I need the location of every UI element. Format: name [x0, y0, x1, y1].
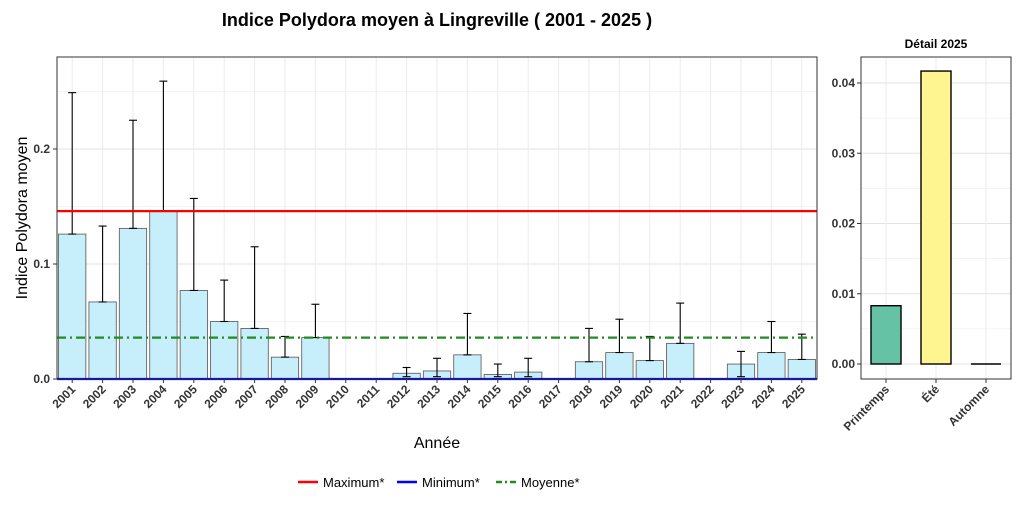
detail-bar-1 — [920, 70, 952, 365]
legend-label: Minimum* — [422, 475, 480, 490]
x-tick-label: 2021 — [658, 382, 687, 411]
bar-2001 — [58, 233, 87, 380]
detail-panel-title: Détail 2025 — [905, 37, 968, 51]
detail-x-tick-label: Automne — [945, 382, 992, 429]
detail-bar-0 — [870, 304, 902, 365]
x-axis-label: Année — [414, 435, 460, 452]
main-error-bars — [68, 80, 806, 378]
y-tick-label: 0.0 — [33, 372, 50, 386]
bar-2006 — [210, 321, 239, 380]
x-tick-label: 2018 — [566, 382, 595, 411]
bar-2024 — [757, 352, 786, 380]
bar-2005 — [179, 290, 208, 380]
detail-x-tick-label: Été — [918, 381, 942, 405]
x-tick-label: 2023 — [718, 382, 747, 411]
x-tick-label: 2002 — [80, 382, 109, 411]
detail-y-tick-label: 0.00 — [832, 357, 856, 371]
bar-2014 — [453, 354, 482, 380]
x-tick-label: 2003 — [110, 382, 139, 411]
y-tick-label: 0.2 — [33, 142, 50, 156]
x-tick-label: 2004 — [141, 382, 170, 411]
x-tick-label: 2006 — [202, 382, 231, 411]
x-tick-label: 2009 — [293, 382, 322, 411]
detail-chart-panel: Détail 2025 0.00 0.01 0.02 0.03 0.04 Printem… — [832, 37, 1012, 434]
y-axis-label: Indice Polydora moyen — [14, 137, 31, 300]
x-tick-label: 2013 — [414, 382, 443, 411]
detail-x-tick-label: Printemps — [841, 382, 893, 434]
detail-y-ticks: 0.00 0.01 0.02 0.03 0.04 — [832, 76, 861, 371]
main-x-ticks: 2001 2002 2003 2004 2005 2006 2007 2008 2009 2010… — [50, 379, 808, 411]
page-title: Indice Polydora moyen à Lingreville ( 20… — [221, 10, 653, 30]
x-tick-label: 2025 — [779, 382, 808, 411]
x-tick-label: 2022 — [688, 382, 717, 411]
bar-2018 — [574, 361, 604, 380]
bar-2007 — [240, 327, 269, 380]
x-tick-label: 2016 — [506, 382, 535, 411]
legend-label: Maximum* — [323, 475, 384, 490]
bar-2003 — [118, 227, 148, 380]
y-tick-label: 0.1 — [33, 257, 50, 271]
bar-2002 — [88, 301, 117, 380]
x-tick-label: 2019 — [597, 382, 626, 411]
detail-y-tick-label: 0.04 — [832, 76, 856, 90]
x-tick-label: 2017 — [536, 382, 565, 411]
main-chart-panel: 0.00.10.2 2001 2002 2003 2004 2005 2006 2007 20… — [14, 56, 818, 452]
x-tick-label: 2015 — [475, 382, 504, 411]
x-tick-label: 2024 — [749, 382, 778, 411]
main-bars — [58, 210, 816, 380]
detail-y-tick-label: 0.02 — [832, 217, 856, 231]
x-tick-label: 2005 — [171, 382, 200, 411]
legend: Maximum* Minimum* Moyenne* — [298, 475, 580, 490]
x-tick-label: 2010 — [323, 382, 352, 411]
detail-y-tick-label: 0.03 — [832, 146, 856, 160]
x-tick-label: 2020 — [627, 382, 656, 411]
detail-y-tick-label: 0.01 — [832, 287, 856, 301]
bar-2004 — [149, 210, 178, 380]
detail-x-ticks: Printemps Été Automne — [841, 379, 992, 434]
bar-2021 — [666, 342, 695, 380]
x-tick-label: 2011 — [354, 382, 383, 411]
legend-label: Moyenne* — [521, 475, 580, 490]
bar-2025 — [787, 359, 816, 380]
bar-2008 — [270, 356, 300, 380]
detail-bars — [870, 70, 1001, 365]
x-tick-label: 2007 — [232, 382, 261, 411]
x-tick-label: 2008 — [262, 382, 291, 411]
x-tick-label: 2001 — [50, 382, 79, 411]
bar-2019 — [605, 352, 634, 380]
main-y-ticks: 0.0 0.1 0.2 — [33, 142, 57, 386]
bar-2020 — [635, 360, 664, 380]
x-tick-label: 2012 — [384, 382, 413, 411]
x-tick-label: 2014 — [445, 382, 474, 411]
bar-2009 — [301, 337, 330, 380]
